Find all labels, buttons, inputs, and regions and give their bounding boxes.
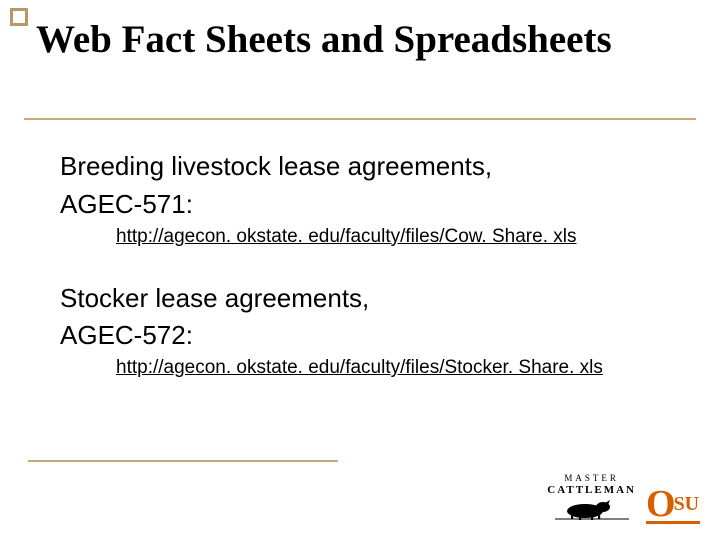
master-label-bottom: CATTLEMAN (547, 485, 636, 496)
item-2-line-1: Stocker lease agreements, (60, 282, 680, 316)
item-2-link[interactable]: http://agecon. okstate. edu/faculty/file… (116, 357, 603, 378)
cattle-icon (555, 498, 629, 520)
master-label-top: MASTER (547, 474, 636, 483)
osu-logo: O SU (646, 485, 700, 524)
logo-block: MASTER CATTLEMAN O SU (547, 474, 700, 524)
osu-su-glyph: SU (674, 494, 700, 514)
title-underline (24, 118, 696, 120)
title-block: Web Fact Sheets and Spreadsheets (36, 18, 690, 63)
master-cattleman-logo: MASTER CATTLEMAN (547, 474, 636, 524)
item-1-link-row: http://agecon. okstate. edu/faculty/file… (116, 226, 680, 248)
slide-title: Web Fact Sheets and Spreadsheets (36, 18, 690, 63)
slide-container: Web Fact Sheets and Spreadsheets Breedin… (0, 0, 720, 540)
item-2-link-row: http://agecon. okstate. edu/faculty/file… (116, 357, 680, 379)
bottom-rule (28, 460, 338, 462)
osu-o-glyph: O (646, 485, 676, 523)
body-content: Breeding livestock lease agreements, AGE… (60, 150, 680, 413)
item-1-link[interactable]: http://agecon. okstate. edu/faculty/file… (116, 226, 576, 247)
item-1-line-2: AGEC-571: (60, 188, 680, 222)
item-2-line-2: AGEC-572: (60, 319, 680, 353)
item-1-line-1: Breeding livestock lease agreements, (60, 150, 680, 184)
corner-ornament (10, 8, 28, 26)
